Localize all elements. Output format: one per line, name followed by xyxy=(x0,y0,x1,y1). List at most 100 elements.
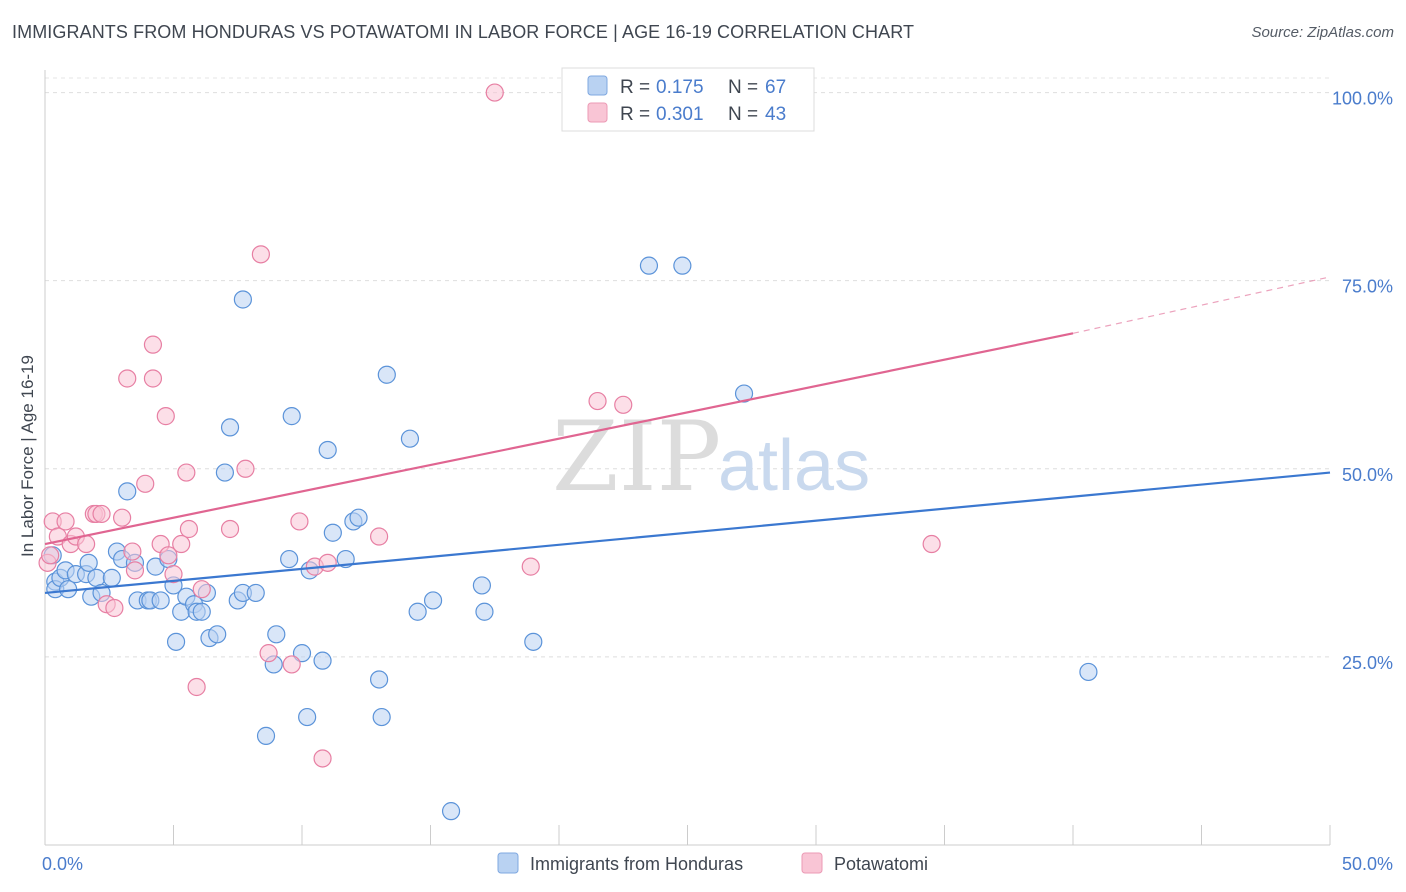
data-point xyxy=(472,576,491,595)
data-point xyxy=(192,580,211,599)
gridlines xyxy=(45,77,1330,658)
data-point xyxy=(233,290,252,309)
data-point xyxy=(251,245,270,264)
trend-lines xyxy=(44,276,1331,595)
x-tick-label: 50.0% xyxy=(1342,854,1393,874)
legend-series-swatch-honduras xyxy=(497,852,519,874)
legend-stats: R = 0.175 N = 67 R = 0.301 N = 43 xyxy=(561,67,815,132)
data-point xyxy=(441,802,461,821)
trend-line-honduras xyxy=(44,471,1331,595)
data-point xyxy=(588,391,607,411)
axes xyxy=(44,70,1331,846)
legend-series-swatch-potawatomi xyxy=(801,852,823,874)
data-point xyxy=(313,651,332,670)
legend-r-label-potawatomi: R = xyxy=(620,104,650,125)
legend-r-value-potawatomi: 0.301 xyxy=(656,104,704,125)
data-point xyxy=(187,677,206,697)
data-point xyxy=(400,429,420,448)
legend-r-value-honduras: 0.175 xyxy=(656,77,704,98)
y-axis-title: In Labor Force | Age 16-19 xyxy=(18,355,37,557)
data-point xyxy=(922,534,941,554)
y-tick-label: 75.0% xyxy=(1342,277,1393,297)
data-point xyxy=(377,365,396,384)
data-point xyxy=(220,519,240,539)
data-point xyxy=(208,625,227,644)
data-point xyxy=(318,553,337,572)
data-point xyxy=(79,553,98,572)
data-point xyxy=(177,463,196,482)
legend-n-value-honduras: 67 xyxy=(765,77,786,98)
legend-swatch-potawatomi xyxy=(587,102,608,123)
data-point xyxy=(370,670,389,689)
data-point xyxy=(166,632,186,651)
data-point xyxy=(259,644,278,663)
data-point xyxy=(179,519,199,539)
data-point xyxy=(159,546,178,565)
source-credit: Source: ZipAtlas.com xyxy=(1251,24,1394,41)
legend-n-label-potawatomi: N = xyxy=(728,104,758,125)
data-point xyxy=(143,335,163,354)
data-point xyxy=(118,482,137,501)
watermark-zip: ZIP xyxy=(552,401,721,513)
y-tick-label: 100.0% xyxy=(1332,89,1393,109)
data-point xyxy=(349,508,368,527)
data-point xyxy=(639,256,659,275)
data-point xyxy=(256,726,276,745)
data-point xyxy=(673,256,692,275)
data-point xyxy=(298,707,317,727)
data-point xyxy=(1079,662,1098,682)
chart-title: IMMIGRANTS FROM HONDURAS VS POTAWATOMI I… xyxy=(12,22,915,42)
series-points xyxy=(38,83,1098,821)
data-point xyxy=(370,527,389,546)
data-point xyxy=(614,395,633,414)
legend-n-value-potawatomi: 43 xyxy=(765,104,786,125)
data-point xyxy=(485,83,504,102)
data-point xyxy=(41,546,60,565)
data-point xyxy=(87,568,106,587)
data-point xyxy=(123,542,142,561)
data-point xyxy=(524,632,543,651)
data-point xyxy=(215,463,234,482)
series-potawatomi-points xyxy=(38,83,941,768)
data-point xyxy=(136,474,155,493)
data-point xyxy=(102,568,121,587)
data-point xyxy=(118,369,137,388)
data-point xyxy=(77,534,96,554)
data-point xyxy=(475,602,494,621)
data-point xyxy=(236,459,255,478)
y-tick-label: 25.0% xyxy=(1342,653,1393,673)
data-point xyxy=(125,561,145,580)
data-point xyxy=(172,534,191,554)
data-point xyxy=(220,418,240,437)
data-point xyxy=(151,591,170,610)
data-point xyxy=(313,749,332,768)
data-point xyxy=(282,655,301,674)
data-point xyxy=(246,583,265,603)
legend-r-label-honduras: R = xyxy=(620,77,650,98)
legend-n-label-honduras: N = xyxy=(728,77,758,98)
watermark: ZIP atlas xyxy=(552,401,870,513)
data-point xyxy=(323,523,342,542)
x-tick-label: 0.0% xyxy=(42,854,83,874)
data-point xyxy=(105,598,124,618)
legend-series: Immigrants from Honduras Potawatomi xyxy=(497,852,928,874)
data-point xyxy=(282,407,301,426)
data-point xyxy=(521,557,540,576)
data-point xyxy=(280,549,299,569)
data-point xyxy=(292,644,312,663)
y-tick-label: 50.0% xyxy=(1342,465,1393,485)
data-point xyxy=(164,565,183,584)
data-point xyxy=(92,504,111,524)
data-point xyxy=(112,508,132,527)
data-point xyxy=(267,625,286,644)
trend-line-extension-potawatomi xyxy=(1072,276,1331,334)
data-point xyxy=(290,512,309,531)
data-point xyxy=(192,602,211,621)
tick-labels: 25.0% 50.0% 75.0% 100.0% 0.0% 50.0% xyxy=(42,89,1393,874)
data-point xyxy=(143,369,163,388)
data-point xyxy=(423,591,443,610)
data-point xyxy=(56,512,75,531)
series-honduras-points xyxy=(43,256,1098,821)
legend-swatch-honduras xyxy=(587,75,608,96)
